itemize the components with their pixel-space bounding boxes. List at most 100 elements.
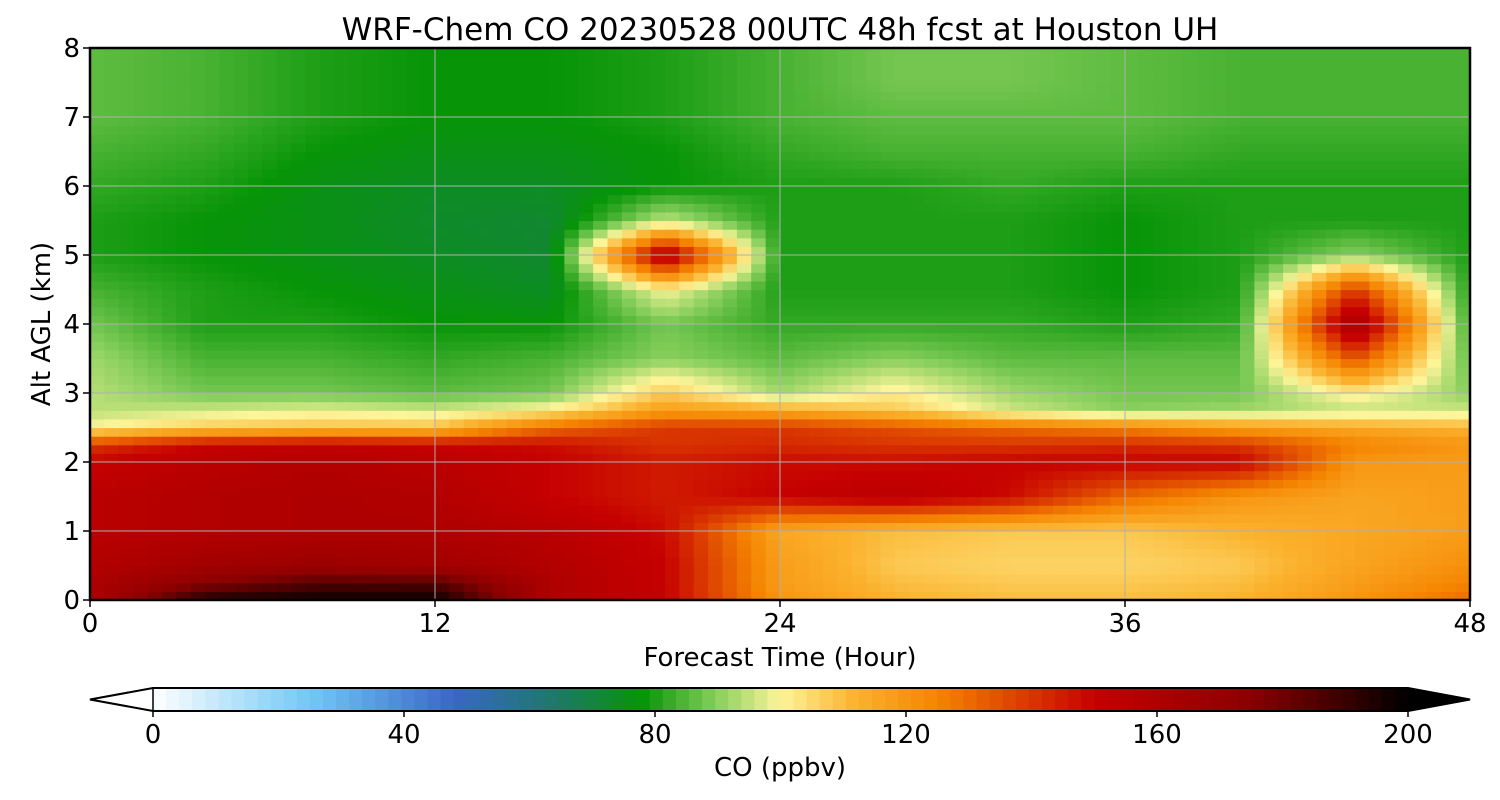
heatmap-cell [1168, 298, 1184, 308]
heatmap-cell [1067, 462, 1083, 472]
heatmap-cell [938, 177, 954, 187]
heatmap-cell [478, 255, 494, 265]
heatmap-cell [334, 496, 350, 506]
heatmap-cell [506, 427, 522, 437]
heatmap-cell [219, 255, 235, 265]
heatmap-cell [550, 280, 565, 291]
heatmap-cell [923, 556, 939, 567]
heatmap-cell [880, 306, 896, 316]
heatmap-cell [233, 496, 249, 506]
heatmap-cell [219, 324, 235, 334]
heatmap-cell [1096, 367, 1112, 377]
heatmap-cell [823, 427, 839, 437]
heatmap-cell [722, 393, 738, 403]
heatmap-cell [391, 462, 407, 472]
heatmap-cell [693, 505, 709, 515]
heatmap-cell [1182, 82, 1198, 92]
heatmap-cell [938, 73, 954, 84]
heatmap-cell [161, 134, 177, 144]
heatmap-cell [104, 280, 120, 291]
heatmap-cell [133, 332, 149, 342]
heatmap-cell [650, 82, 666, 92]
heatmap-cell [90, 496, 105, 506]
heatmap-cell [909, 142, 925, 153]
heatmap-cell [391, 582, 407, 592]
heatmap-cell [190, 332, 206, 342]
heatmap-cell [679, 263, 695, 273]
heatmap-cell [823, 168, 839, 178]
heatmap-cell [923, 177, 939, 187]
heatmap-cell [320, 263, 335, 273]
heatmap-cell [190, 289, 206, 299]
heatmap-cell [981, 548, 997, 558]
heatmap-cell [636, 401, 652, 411]
heatmap-cell [478, 298, 494, 308]
heatmap-cell [650, 177, 666, 187]
heatmap-cell [506, 117, 522, 127]
heatmap-cell [1196, 539, 1212, 549]
heatmap-cell [780, 418, 795, 429]
heatmap-cell [1182, 194, 1198, 204]
heatmap-cell [952, 48, 968, 58]
heatmap-cell [1110, 410, 1126, 420]
heatmap-cell [665, 401, 680, 411]
heatmap-cell [205, 56, 220, 66]
heatmap-cell [621, 65, 637, 75]
heatmap-cell [104, 531, 120, 541]
heatmap-cell [1038, 142, 1054, 153]
heatmap-cell [995, 410, 1011, 420]
heatmap-cell [1096, 177, 1112, 187]
heatmap-cell [751, 367, 767, 377]
heatmap-cell [291, 539, 307, 549]
heatmap-cell [492, 65, 508, 75]
heatmap-cell [147, 539, 163, 549]
heatmap-cell [952, 513, 968, 523]
heatmap-cell [1182, 531, 1198, 541]
heatmap-cell [1024, 410, 1040, 420]
heatmap-cell [463, 160, 479, 170]
heatmap-cell [621, 168, 637, 178]
heatmap-cell [621, 401, 637, 411]
heatmap-cell [320, 65, 335, 75]
heatmap-cell [851, 255, 867, 265]
heatmap-cell [780, 168, 795, 178]
heatmap-cell [765, 220, 781, 230]
heatmap-cell [650, 263, 666, 273]
heatmap-cell [780, 160, 795, 170]
heatmap-cell [248, 73, 264, 84]
heatmap-cell [923, 565, 939, 575]
heatmap-cell [506, 134, 522, 144]
heatmap-cell [521, 108, 537, 118]
heatmap-cell [463, 142, 479, 153]
heatmap-cell [765, 99, 781, 109]
heatmap-cell [492, 82, 508, 92]
heatmap-cell [276, 65, 292, 75]
heatmap-cell [233, 263, 249, 273]
heatmap-cell [895, 108, 910, 118]
heatmap-cell [708, 505, 724, 515]
heatmap-cell [1196, 522, 1212, 532]
heatmap-cell [363, 194, 379, 204]
heatmap-cell [966, 427, 982, 437]
heatmap-cell [564, 384, 580, 394]
heatmap-cell [679, 237, 695, 247]
heatmap-cell [276, 306, 292, 316]
heatmap-cell [751, 298, 767, 308]
heatmap-cell [693, 73, 709, 84]
heatmap-cell [291, 168, 307, 178]
heatmap-cell [190, 470, 206, 480]
heatmap-cell [118, 496, 134, 506]
heatmap-cell [363, 65, 379, 75]
heatmap-cell [133, 246, 149, 256]
heatmap-cell [1096, 539, 1112, 549]
heatmap-cell [1182, 306, 1198, 316]
heatmap-cell [1038, 246, 1054, 256]
heatmap-cell [1139, 306, 1155, 316]
heatmap-cell [1125, 418, 1140, 429]
heatmap-cell [550, 444, 565, 454]
heatmap-cell [780, 349, 795, 360]
heatmap-cell [708, 582, 724, 592]
heatmap-cell [161, 427, 177, 437]
heatmap-cell [391, 151, 407, 161]
heatmap-cell [1125, 73, 1140, 84]
